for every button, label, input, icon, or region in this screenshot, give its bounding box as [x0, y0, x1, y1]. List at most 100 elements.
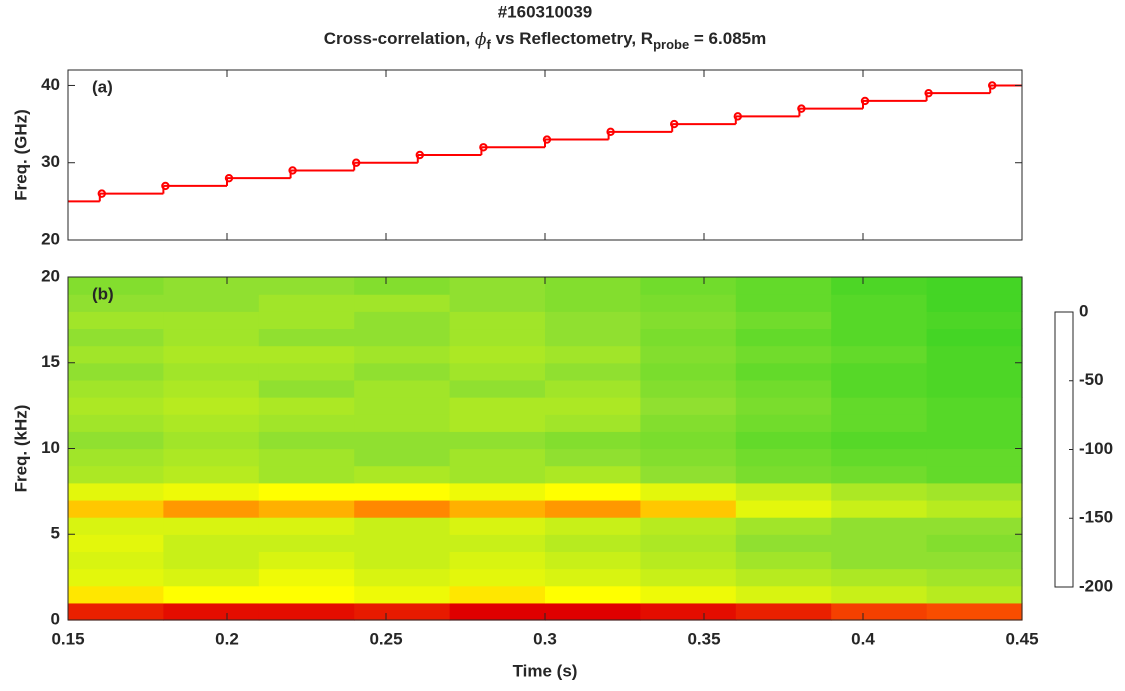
heatmap-cell [163, 517, 259, 535]
heatmap-cell [831, 431, 927, 449]
heatmap-cell [736, 328, 832, 346]
heatmap-cell [259, 431, 355, 449]
heatmap-cell [450, 483, 546, 501]
y-tick-label: 30 [41, 152, 60, 171]
colorbar-tick-label: -50 [1079, 370, 1104, 389]
x-tick-label: 0.4 [851, 629, 875, 648]
heatmap-cell [68, 380, 164, 398]
heatmap-cell [163, 534, 259, 552]
heatmap-cell [736, 311, 832, 329]
heatmap-cell [68, 277, 164, 295]
heatmap-cell [545, 551, 641, 569]
heatmap-cell [68, 551, 164, 569]
heatmap-cell [736, 294, 832, 312]
heatmap-cell [640, 500, 736, 518]
heatmap-cell [259, 569, 355, 587]
heatmap-cell [545, 277, 641, 295]
heatmap-cell [259, 346, 355, 364]
heatmap-cell [354, 551, 450, 569]
heatmap-cell [736, 466, 832, 484]
heatmap-cell [640, 397, 736, 415]
heatmap-cell [354, 500, 450, 518]
heatmap-cell [927, 431, 1023, 449]
y-tick-label: 20 [41, 266, 60, 285]
heatmap-cell [68, 534, 164, 552]
heatmap-cell [354, 380, 450, 398]
heatmap-cell [736, 500, 832, 518]
heatmap-cell [736, 483, 832, 501]
heatmap-cell [640, 294, 736, 312]
heatmap-cell [545, 294, 641, 312]
x-axis-label: Time (s) [513, 661, 578, 680]
heatmap-cell [927, 500, 1023, 518]
heatmap-cell [831, 551, 927, 569]
x-tick-label: 0.3 [533, 629, 557, 648]
colorbar-tick-label: -100 [1079, 439, 1113, 458]
y-tick-label: 10 [41, 438, 60, 457]
subtitle-part: Cross-correlation, [324, 29, 475, 48]
heatmap-cell [354, 328, 450, 346]
heatmap-cell [927, 311, 1023, 329]
heatmap-cell [450, 311, 546, 329]
heatmap-cell [927, 328, 1023, 346]
heatmap-cell [354, 534, 450, 552]
heatmap-cell [259, 397, 355, 415]
heatmap-cell [736, 431, 832, 449]
heatmap-cell [68, 397, 164, 415]
heatmap-cell [640, 449, 736, 467]
heatmap-cell [259, 328, 355, 346]
heatmap-cell [450, 586, 546, 604]
heatmap-cell [450, 551, 546, 569]
heatmap-cell [545, 328, 641, 346]
heatmap-cell [450, 431, 546, 449]
heatmap-cell [68, 311, 164, 329]
heatmap-cell [163, 363, 259, 381]
heatmap-cell [545, 397, 641, 415]
heatmap-cell [927, 449, 1023, 467]
heatmap-cell [927, 363, 1023, 381]
heatmap-cell [831, 500, 927, 518]
heatmap-cell [640, 483, 736, 501]
x-tick-label: 0.25 [369, 629, 402, 648]
subtitle-part: probe [653, 37, 689, 52]
heatmap-cell [163, 311, 259, 329]
heatmap-cell [831, 380, 927, 398]
heatmap-cell [68, 569, 164, 587]
panel-label: (a) [92, 77, 113, 96]
heatmap-cell [259, 517, 355, 535]
heatmap-cell [927, 586, 1023, 604]
heatmap-cell [163, 277, 259, 295]
heatmap-cell [736, 569, 832, 587]
heatmap-cell [259, 294, 355, 312]
heatmap-cell [927, 414, 1023, 432]
heatmap-cell [68, 328, 164, 346]
heatmap-cell [68, 603, 164, 621]
heatmap-cell [259, 483, 355, 501]
heatmap-cell [545, 517, 641, 535]
heatmap-cell [450, 517, 546, 535]
heatmap-cell [68, 363, 164, 381]
heatmap-cell [163, 603, 259, 621]
heatmap-cell [545, 414, 641, 432]
heatmap-cell [450, 397, 546, 415]
heatmap-cell [163, 380, 259, 398]
heatmap-cell [831, 328, 927, 346]
heatmap-cell [927, 294, 1023, 312]
heatmap-cell [545, 311, 641, 329]
heatmap-cell [831, 449, 927, 467]
heatmap-cell [736, 414, 832, 432]
heatmap-cell [259, 534, 355, 552]
heatmap-cell [545, 586, 641, 604]
heatmap-cell [640, 534, 736, 552]
heatmap-cell [354, 449, 450, 467]
heatmap-cell [640, 466, 736, 484]
heatmap-cell [163, 551, 259, 569]
heatmap-cell [450, 466, 546, 484]
heatmap-cell [831, 517, 927, 535]
y-tick-label: 40 [41, 75, 60, 94]
heatmap-cell [831, 569, 927, 587]
heatmap-cell [831, 294, 927, 312]
heatmap-cell [68, 483, 164, 501]
heatmap-cell [354, 483, 450, 501]
heatmap-cell [354, 363, 450, 381]
